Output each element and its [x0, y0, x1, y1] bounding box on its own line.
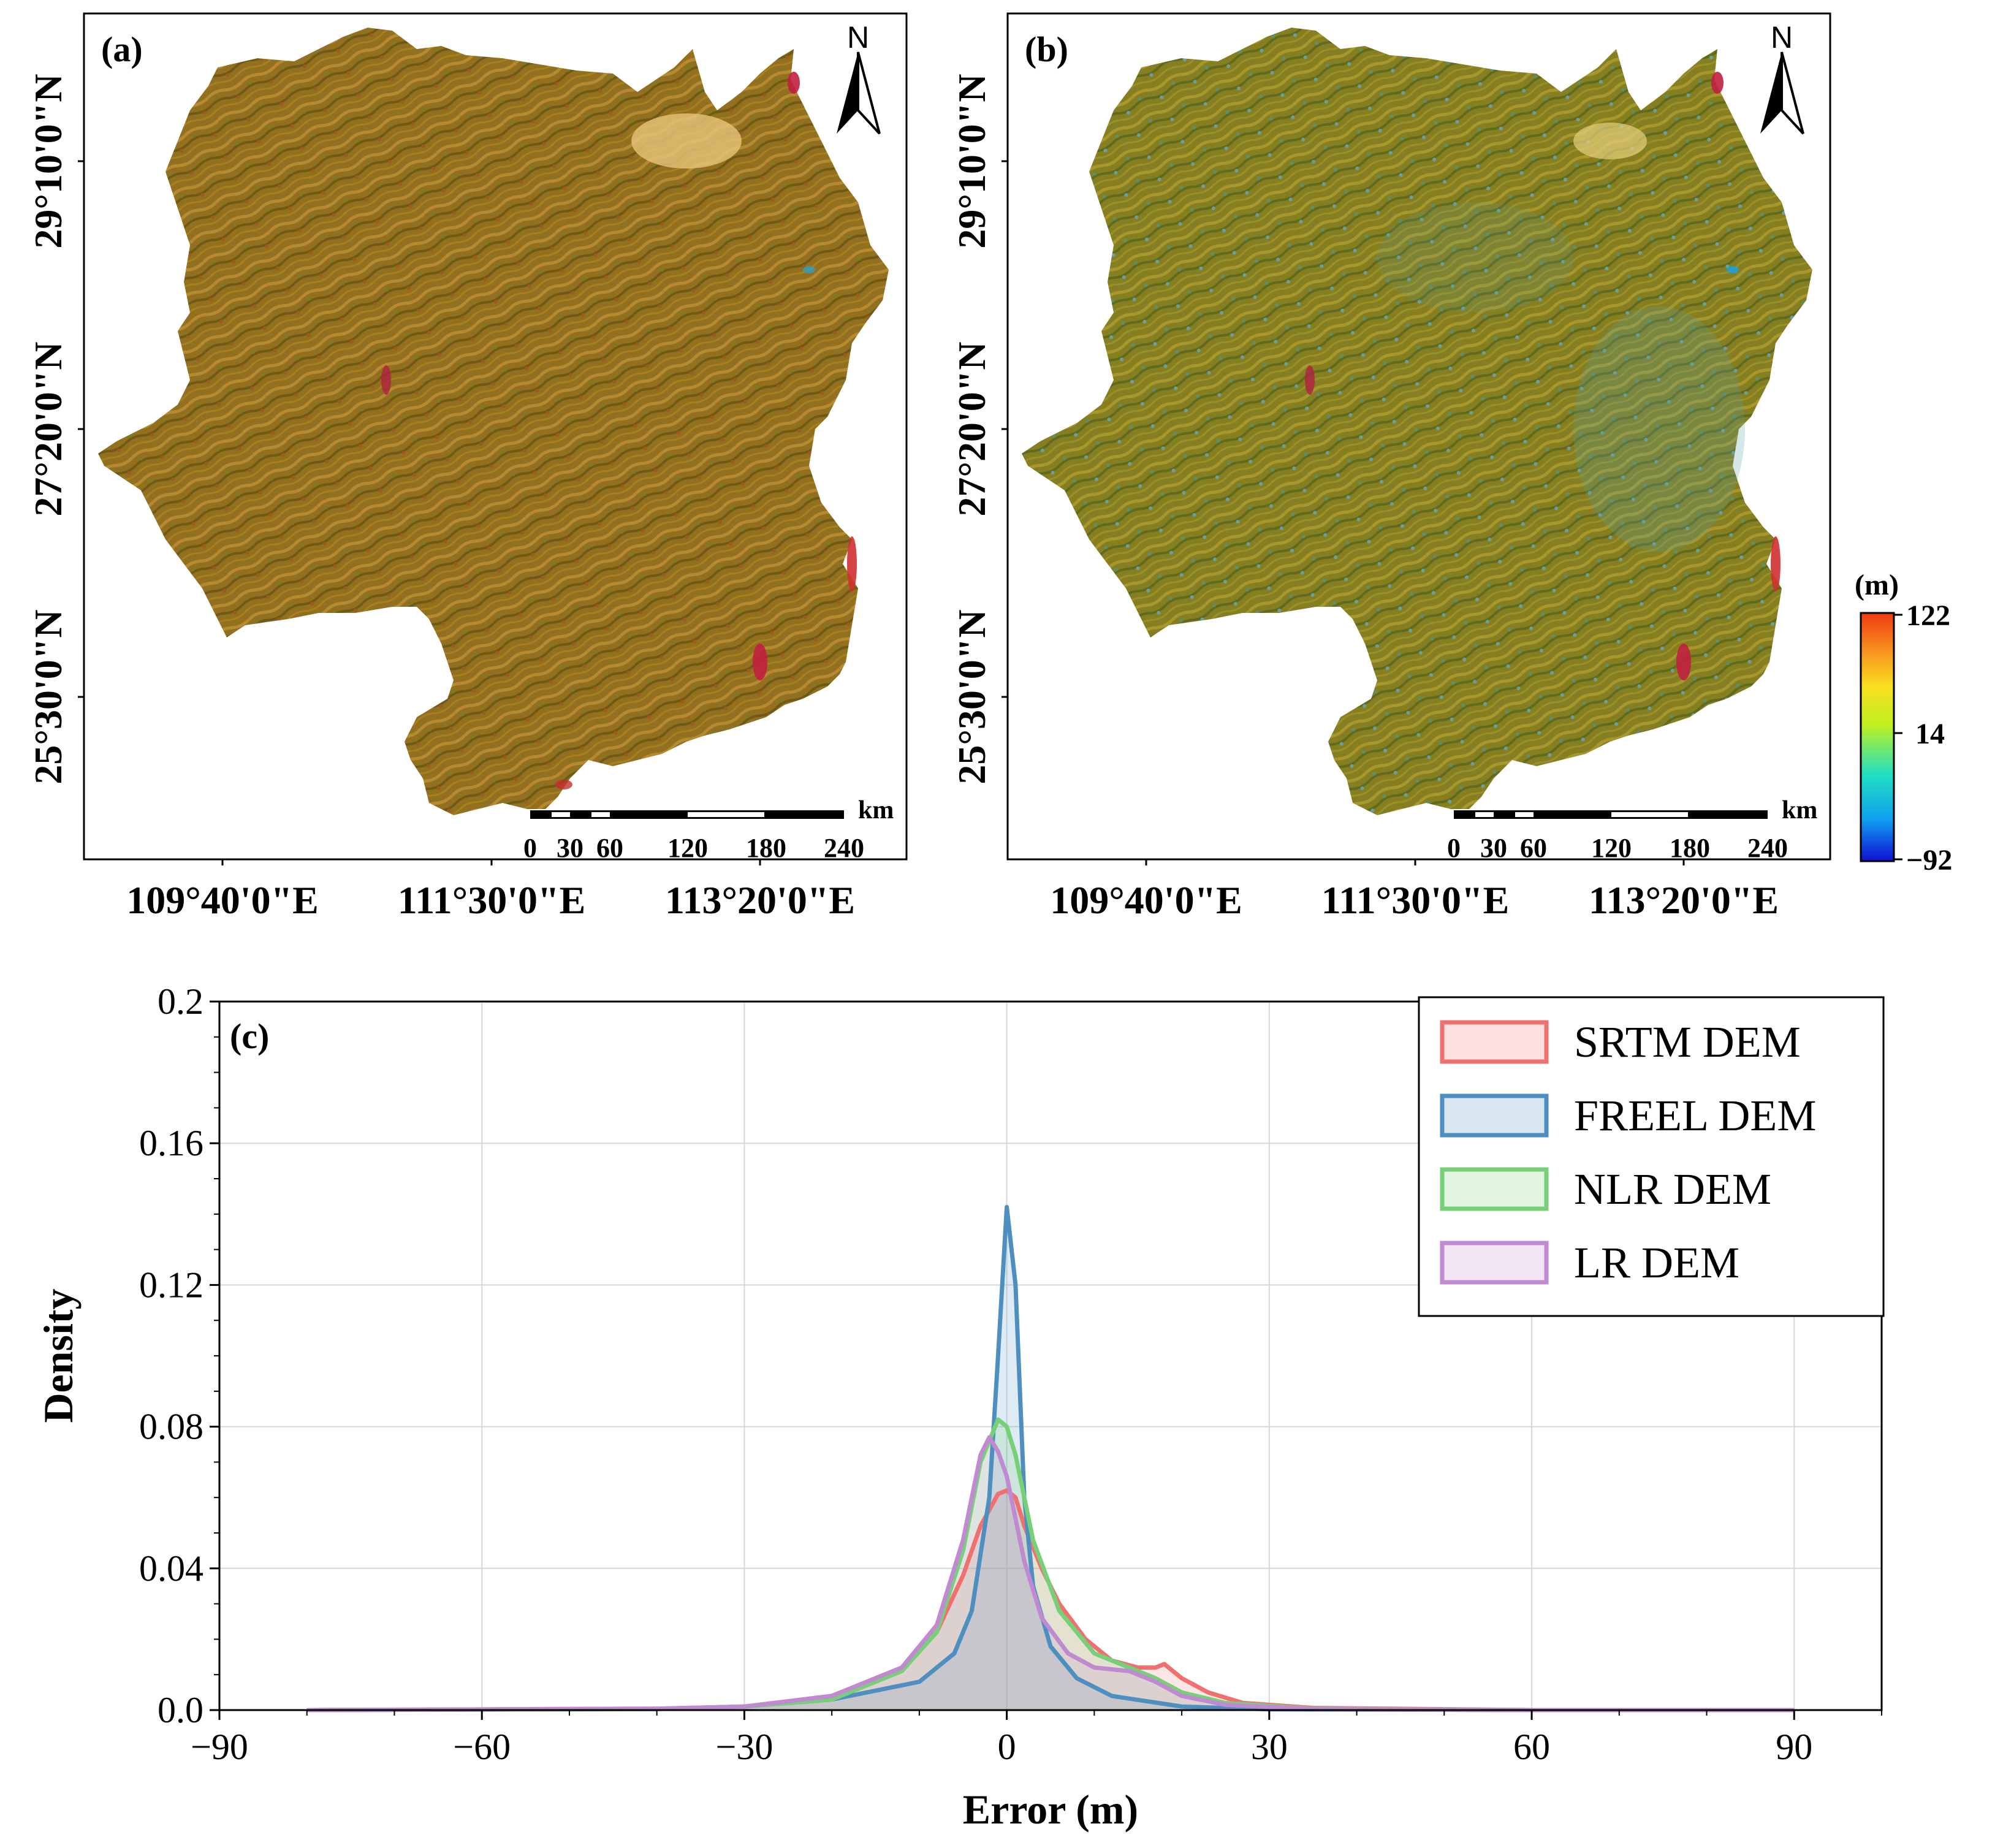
map-b-north: N	[1771, 20, 1793, 55]
north-arrow-icon: N	[837, 20, 881, 135]
map-b-scale-unit: km	[1782, 796, 1817, 824]
svg-text:111°30'0"E: 111°30'0"E	[398, 878, 586, 922]
svg-text:0: 0	[523, 833, 537, 863]
chart-y-ticks: 0.0 0.04 0.08 0.12 0.16 0.2	[139, 981, 219, 1730]
x-tick-label: 60	[1513, 1727, 1550, 1767]
map-a-north: N	[847, 20, 869, 55]
legend-label-freel-dem: FREEL DEM	[1574, 1091, 1816, 1140]
chart-series-lines	[306, 1204, 1795, 1713]
svg-text:109°40'0"E: 109°40'0"E	[1050, 878, 1242, 922]
svg-text:180: 180	[1670, 833, 1710, 863]
series-line-nlr-dem	[306, 1417, 1795, 1713]
svg-text:240: 240	[824, 833, 864, 863]
map-panel-b: (b) N km 0 30 60 120 180 240 29°10'0"N 2…	[950, 12, 1831, 922]
chart-panel-label: (c)	[230, 1016, 269, 1056]
map-b-hotspots	[1305, 72, 1781, 680]
colorbar-min: −92	[1906, 844, 1952, 876]
series-line-freel-dem	[306, 1204, 1795, 1713]
map-a-hotspots	[381, 72, 857, 789]
map-a-scale-unit: km	[858, 796, 894, 824]
svg-text:120: 120	[667, 833, 708, 863]
y-tick-label: 0.04	[139, 1548, 203, 1589]
y-tick-label: 0.08	[139, 1407, 203, 1447]
colorbar-mid: 14	[1915, 718, 1945, 750]
legend-label-nlr-dem: NLR DEM	[1574, 1165, 1771, 1214]
x-tick-label: −60	[453, 1727, 511, 1767]
svg-text:113°20'0"E: 113°20'0"E	[665, 878, 855, 922]
legend-label-lr-dem: LR DEM	[1574, 1238, 1739, 1287]
series-area-srtm-dem	[306, 1490, 1795, 1710]
y-tick-label: 0.12	[139, 1264, 203, 1305]
series-area-nlr-dem	[306, 1420, 1795, 1710]
x-tick-label: 30	[1251, 1727, 1288, 1767]
legend-label-srtm-dem: SRTM DEM	[1574, 1017, 1801, 1067]
chart-x-ticks: −90 −60 −30 0 30 60 90	[191, 1710, 1882, 1767]
svg-text:0: 0	[1447, 833, 1461, 863]
x-tick-label: −30	[715, 1727, 773, 1767]
svg-text:30: 30	[1480, 833, 1507, 863]
x-tick-label: −90	[191, 1727, 248, 1767]
series-area-lr-dem	[306, 1437, 1795, 1710]
legend-swatch-nlr-dem	[1440, 1167, 1549, 1211]
legend-swatch-srtm-dem	[1440, 1020, 1549, 1064]
map-b-lat-ticks: 29°10'0"N 27°20'0"N 25°30'0"N	[950, 74, 1008, 785]
svg-text:109°40'0"E: 109°40'0"E	[126, 878, 319, 922]
x-tick-label: 0	[998, 1727, 1016, 1767]
map-b-label: (b)	[1025, 29, 1068, 69]
colorbar-gradient	[1860, 612, 1895, 862]
chart-series-areas	[306, 1207, 1795, 1710]
map-a-lon-ticks: 109°40'0"E 111°30'0"E 113°20'0"E	[126, 859, 855, 922]
chart-y-label: Density	[35, 1288, 82, 1423]
y-tick-label: 0.2	[158, 981, 203, 1022]
legend-frame	[1418, 996, 1885, 1317]
svg-text:25°30'0"N: 25°30'0"N	[950, 609, 994, 784]
y-tick-label: 0.0	[158, 1690, 203, 1730]
map-panel-a: (a) N km 0 30 60 120 180 240 29°10'0"N 2…	[26, 12, 908, 922]
map-b-lon-ticks: 109°40'0"E 111°30'0"E 113°20'0"E	[1050, 859, 1779, 922]
chart-x-label: Error (m)	[963, 1786, 1138, 1833]
svg-text:29°10'0"N: 29°10'0"N	[950, 74, 994, 248]
svg-text:120: 120	[1591, 833, 1632, 863]
map-a-lat-ticks: 29°10'0"N 27°20'0"N 25°30'0"N	[26, 74, 84, 785]
legend-swatch-lr-dem	[1440, 1241, 1549, 1285]
map-a-scale-bar: km 0 30 60 120 180 240	[523, 796, 894, 863]
series-line-lr-dem	[306, 1435, 1795, 1713]
colorbar-unit: (m)	[1855, 569, 1899, 601]
legend-swatch-freel-dem	[1440, 1093, 1549, 1138]
svg-text:25°30'0"N: 25°30'0"N	[26, 609, 70, 784]
map-b-scale-bar: km 0 30 60 120 180 240	[1447, 796, 1817, 863]
svg-text:27°20'0"N: 27°20'0"N	[26, 341, 70, 516]
colorbar: (m) 122 14 −92	[1855, 569, 1952, 876]
svg-text:60: 60	[1520, 833, 1547, 863]
north-arrow-icon: N	[1760, 20, 1804, 135]
svg-text:60: 60	[596, 833, 623, 863]
svg-text:180: 180	[746, 833, 786, 863]
chart-legend: SRTM DEM FREEL DEM NLR DEM LR DEM	[1418, 996, 1885, 1317]
y-tick-label: 0.16	[139, 1123, 203, 1163]
svg-text:113°20'0"E: 113°20'0"E	[1589, 878, 1779, 922]
colorbar-max: 122	[1906, 599, 1950, 632]
density-chart: −90 −60 −30 0 30 60 90 0.00.040.080.120.160.2 …	[35, 981, 1885, 1833]
x-tick-label: 90	[1776, 1727, 1812, 1767]
map-a-label: (a)	[101, 29, 143, 69]
svg-text:111°30'0"E: 111°30'0"E	[1321, 878, 1510, 922]
svg-text:30: 30	[557, 833, 583, 863]
svg-text:29°10'0"N: 29°10'0"N	[26, 74, 70, 248]
svg-text:240: 240	[1747, 833, 1788, 863]
svg-text:27°20'0"N: 27°20'0"N	[950, 341, 994, 516]
